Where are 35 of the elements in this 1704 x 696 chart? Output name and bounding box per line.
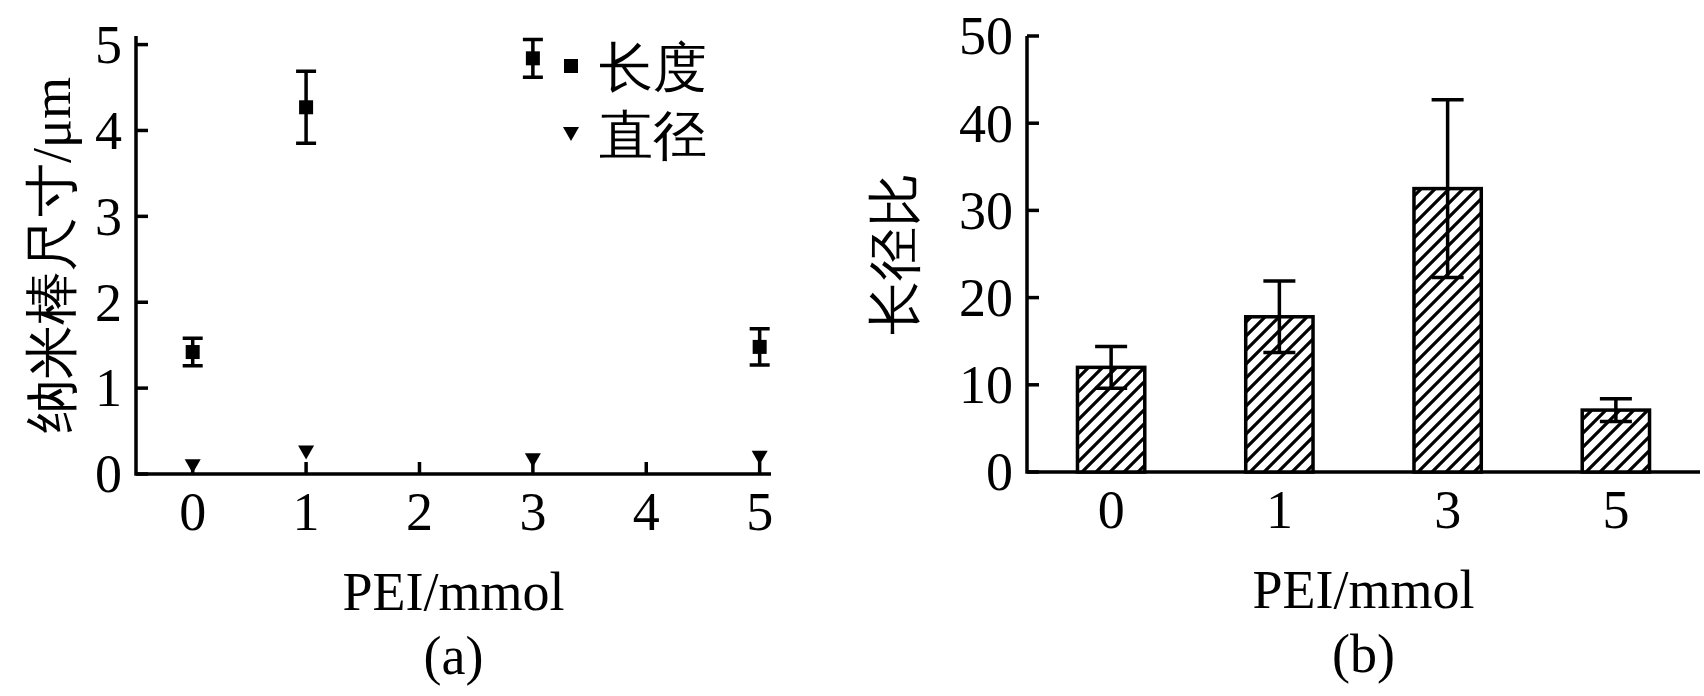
y-tick-label: 3 (95, 186, 122, 247)
x-tick-label: 0 (179, 482, 207, 542)
y-tick-label: 0 (986, 442, 1013, 503)
point (185, 345, 200, 360)
point (524, 453, 541, 468)
y-tick-label: 2 (95, 272, 122, 333)
y-tick-label: 40 (959, 93, 1013, 154)
y-tick-label: 4 (95, 100, 122, 161)
y-axis-title: 长径比 (865, 173, 925, 335)
text: (b) (1332, 624, 1395, 684)
x-tick-label: 3 (1434, 480, 1462, 540)
y-axis-title: 纳米棒尺寸/μm (22, 77, 82, 433)
x-tick-label: 4 (632, 482, 660, 542)
y-tick-label: 1 (95, 358, 122, 419)
y-tick-label: 5 (95, 14, 122, 75)
x-tick-label: 5 (1602, 480, 1630, 540)
x-axis-title: PEI/mmol (342, 562, 565, 622)
x-tick-label: 5 (746, 482, 774, 542)
y-tick-label: 30 (959, 180, 1013, 241)
legend-label: 直径 (599, 106, 707, 166)
x-axis-title: PEI/mmol (1252, 560, 1475, 620)
x-tick-label: 3 (519, 482, 547, 542)
legend-label: 长度 (599, 38, 707, 98)
point (525, 51, 540, 66)
x-tick-label: 0 (1097, 480, 1125, 540)
point (299, 100, 314, 115)
x-tick-label: 1 (292, 482, 320, 542)
y-tick-label: 50 (959, 6, 1013, 67)
point (752, 339, 767, 354)
x-tick-label: 1 (1265, 480, 1293, 540)
text: (a) (423, 626, 484, 686)
y-tick-label: 10 (959, 355, 1013, 416)
y-tick-label: 20 (959, 267, 1013, 328)
x-tick-label: 2 (405, 482, 433, 542)
point (298, 445, 315, 460)
